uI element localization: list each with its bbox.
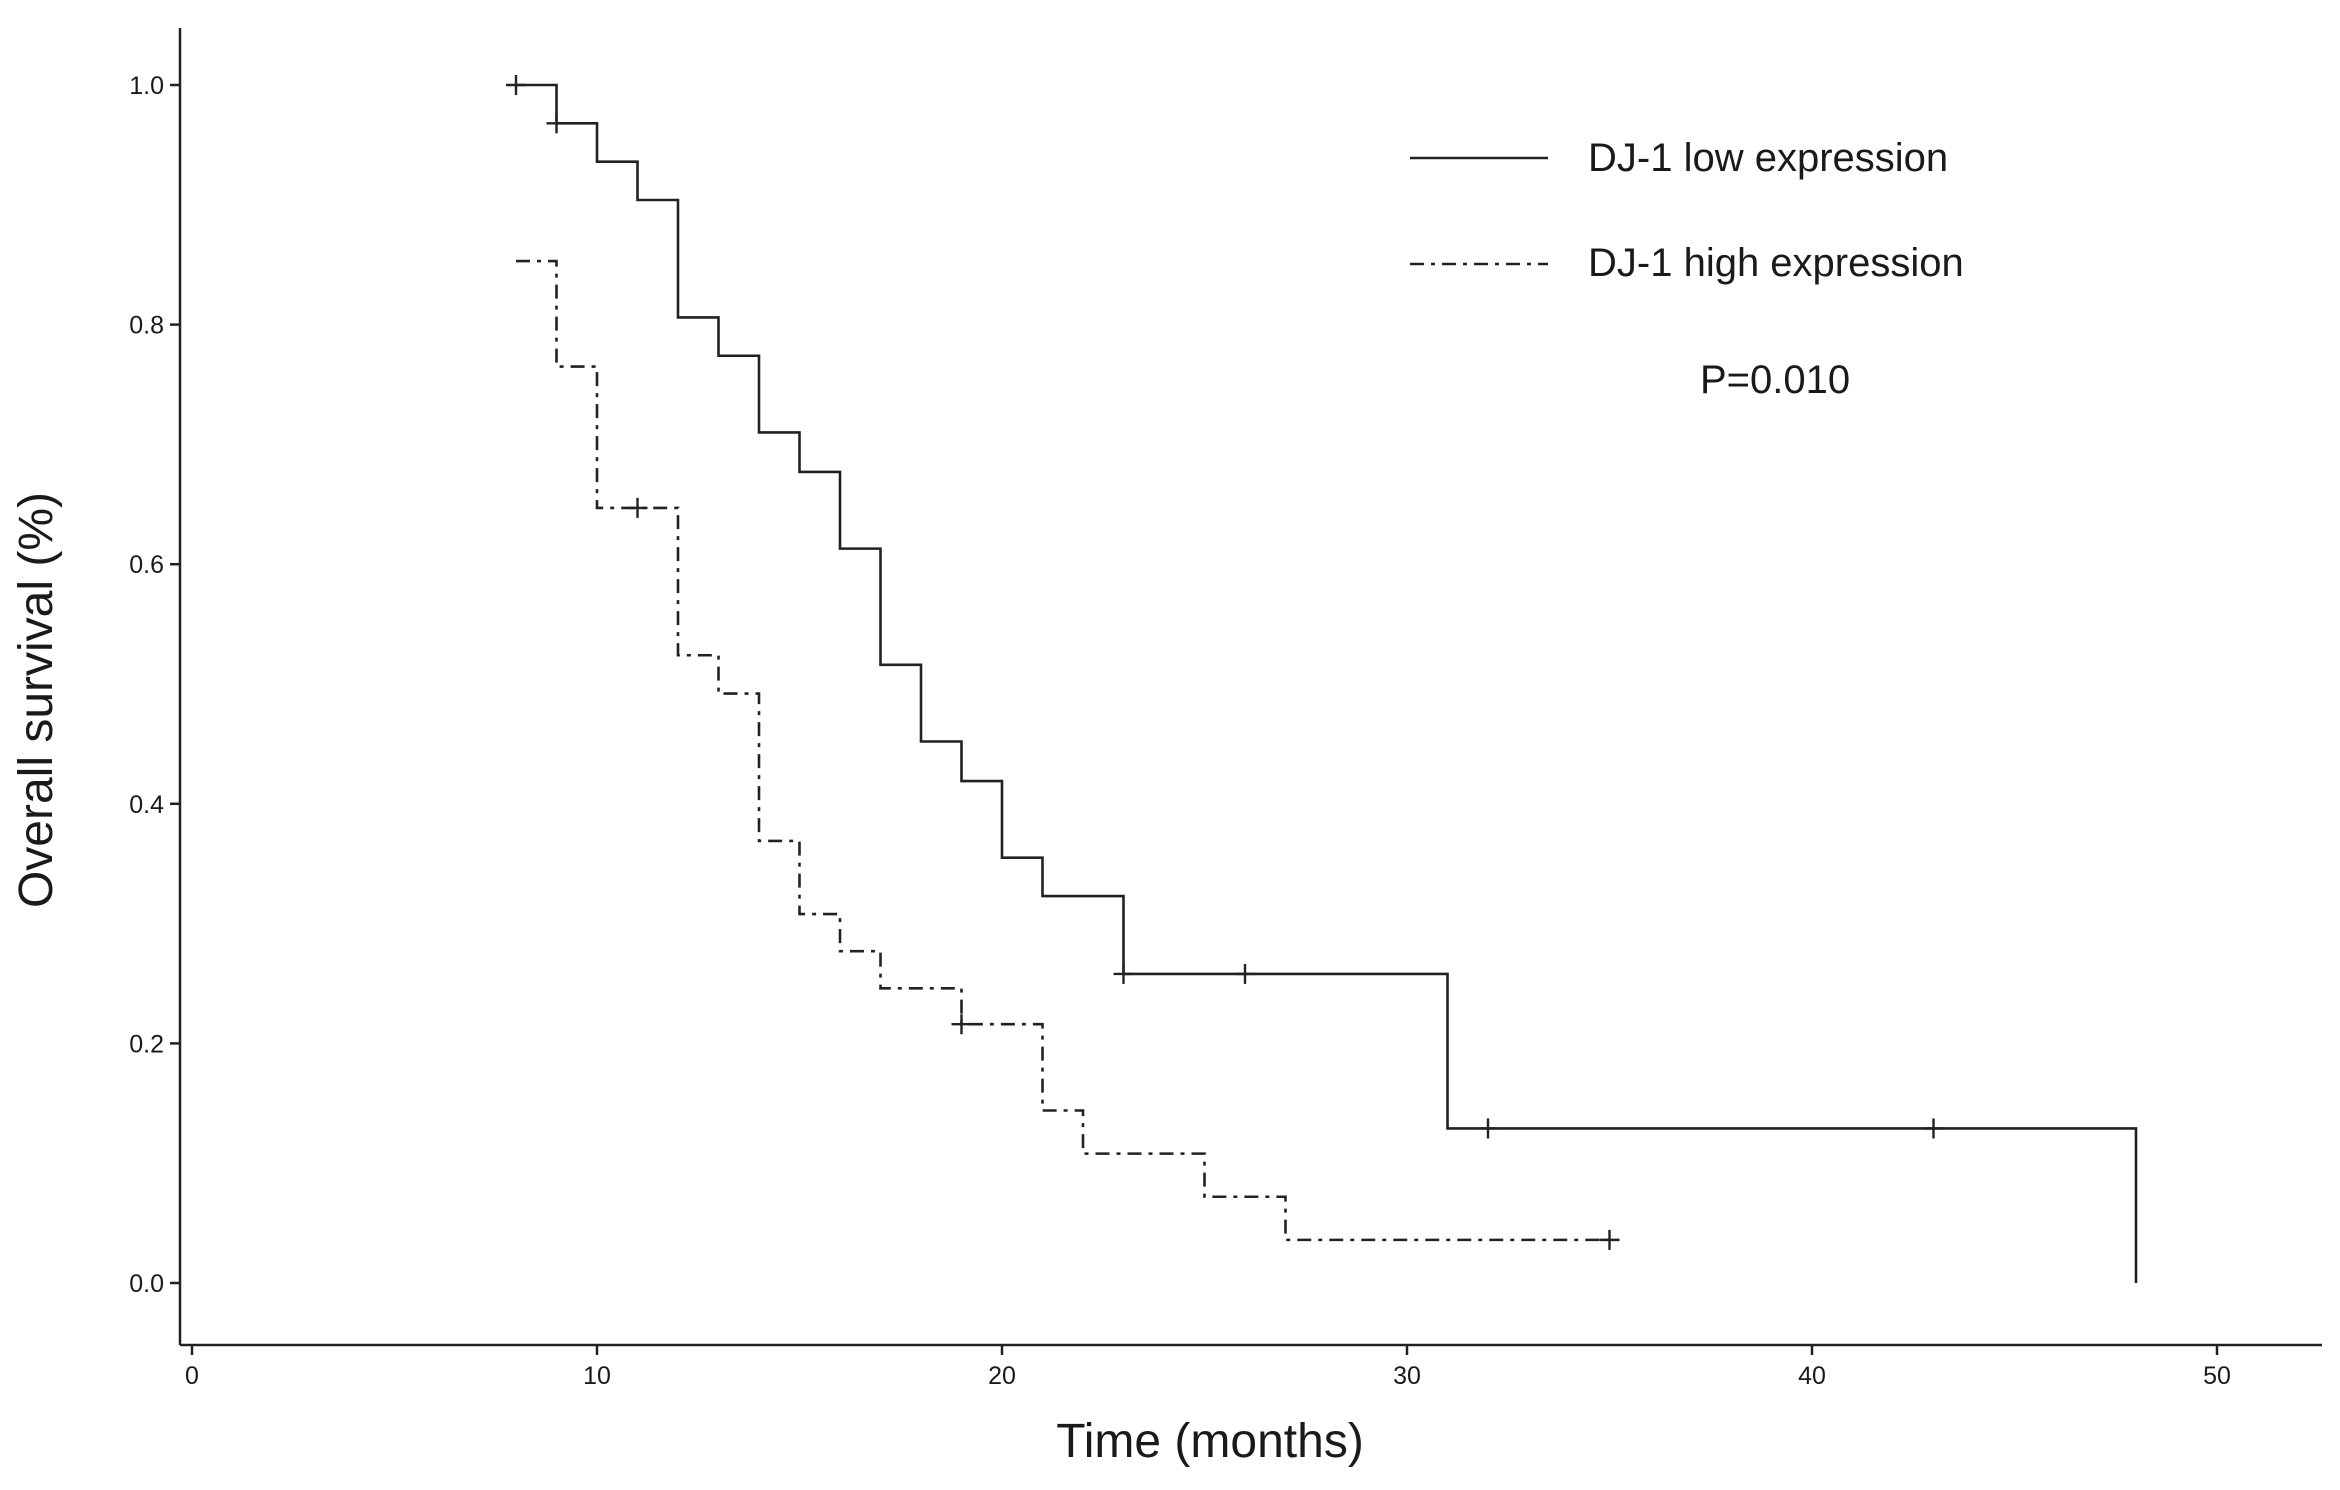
censor-mark	[1599, 1229, 1620, 1250]
censor-mark	[1235, 963, 1255, 984]
axes	[178, 28, 2322, 1347]
x-tick-label: 50	[2203, 1362, 2231, 1390]
survival-curves	[516, 83, 2138, 1283]
y-tick-label: 0.2	[129, 1030, 164, 1058]
censor-mark	[627, 497, 648, 518]
censor-mark	[1478, 1118, 1498, 1139]
p-value-annotation: P=0.010	[1700, 358, 1850, 402]
censor-mark	[951, 1014, 972, 1035]
censor-mark	[1113, 963, 1134, 984]
legend: DJ-1 low expression DJ-1 high expression	[1410, 136, 1964, 285]
x-tick-label: 30	[1393, 1362, 1421, 1390]
y-axis-title: Overall survival (%)	[10, 492, 63, 908]
legend-label-high-expression: DJ-1 high expression	[1588, 241, 1964, 285]
y-axis-ticks: 0.0 0.2 0.4 0.6 0.8 1.0	[129, 72, 180, 1298]
y-tick-label: 0.4	[129, 791, 164, 819]
censor-mark	[506, 75, 526, 95]
censor-marks	[506, 75, 1944, 1250]
x-axis-title: Time (months)	[1056, 1415, 1364, 1468]
survival-curve-high-expression	[516, 259, 1610, 1242]
survival-curve-low-expression	[516, 83, 2138, 1283]
censor-mark	[546, 113, 567, 134]
y-tick-label: 1.0	[129, 72, 164, 100]
x-tick-label: 10	[583, 1362, 611, 1390]
x-tick-label: 0	[185, 1362, 199, 1390]
y-tick-label: 0.8	[129, 312, 164, 340]
legend-label-low-expression: DJ-1 low expression	[1588, 136, 1948, 180]
y-tick-label: 0.0	[129, 1270, 164, 1298]
x-tick-label: 40	[1798, 1362, 1826, 1390]
x-tick-label: 20	[988, 1362, 1016, 1390]
censor-mark	[1923, 1118, 1944, 1139]
y-tick-label: 0.6	[129, 551, 164, 579]
x-axis-ticks: 0 10 20 30 40 50	[185, 1345, 2231, 1390]
